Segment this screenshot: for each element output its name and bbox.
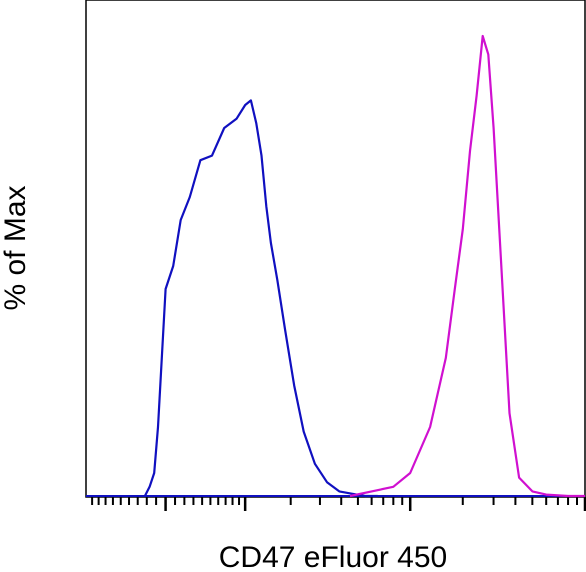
x-axis-title: CD47 eFluor 450 <box>219 541 447 572</box>
series-group <box>86 34 585 498</box>
histogram-series-1 <box>143 99 378 498</box>
x-axis-ticks <box>91 497 586 511</box>
y-axis-title: % of Max <box>0 185 32 310</box>
histogram-series-2 <box>349 34 585 498</box>
